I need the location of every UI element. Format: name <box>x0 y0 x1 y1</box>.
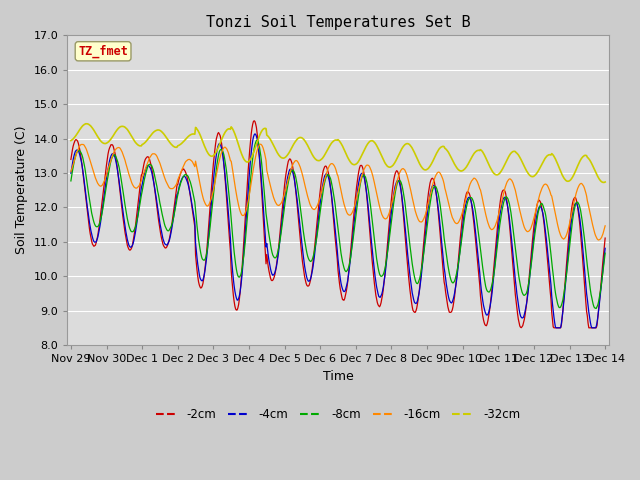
-8cm <box>253 137 261 143</box>
-8cm <box>207 215 215 220</box>
-16cm <box>330 163 338 169</box>
-4cm <box>67 170 75 176</box>
-32cm <box>435 146 443 152</box>
-4cm <box>552 325 560 331</box>
-8cm <box>435 195 443 201</box>
-8cm <box>383 258 390 264</box>
-8cm <box>330 196 338 202</box>
-2cm <box>383 256 390 262</box>
-16cm <box>602 223 609 228</box>
-2cm <box>435 217 443 223</box>
-16cm <box>383 216 390 221</box>
-32cm <box>383 162 390 168</box>
-4cm <box>383 261 390 267</box>
-4cm <box>184 181 192 187</box>
-4cm <box>330 218 338 224</box>
-4cm <box>554 325 561 331</box>
-2cm <box>554 325 561 331</box>
-16cm <box>553 219 561 225</box>
Line: -2cm: -2cm <box>71 121 605 328</box>
Title: Tonzi Soil Temperatures Set B: Tonzi Soil Temperatures Set B <box>205 15 470 30</box>
-16cm <box>257 142 265 147</box>
-2cm <box>330 225 338 231</box>
-2cm <box>207 190 215 195</box>
Text: TZ_fmet: TZ_fmet <box>78 45 128 58</box>
-32cm <box>553 159 561 165</box>
-32cm <box>82 121 90 127</box>
-2cm <box>550 325 558 331</box>
-16cm <box>595 237 602 243</box>
-32cm <box>208 153 216 159</box>
-16cm <box>184 156 192 162</box>
Legend: -2cm, -4cm, -8cm, -16cm, -32cm: -2cm, -4cm, -8cm, -16cm, -32cm <box>151 404 525 426</box>
Line: -4cm: -4cm <box>71 134 605 328</box>
-4cm <box>602 245 609 251</box>
X-axis label: Time: Time <box>323 370 353 383</box>
-4cm <box>251 131 259 137</box>
-16cm <box>207 196 215 202</box>
-8cm <box>67 178 75 184</box>
-2cm <box>67 156 75 162</box>
-32cm <box>600 180 607 185</box>
-2cm <box>250 118 258 124</box>
-32cm <box>602 179 609 185</box>
Y-axis label: Soil Temperature (C): Soil Temperature (C) <box>15 126 28 254</box>
-16cm <box>435 169 443 175</box>
-8cm <box>553 298 561 303</box>
-4cm <box>207 204 215 209</box>
-2cm <box>602 235 609 241</box>
-32cm <box>330 138 338 144</box>
-4cm <box>435 211 443 217</box>
-32cm <box>67 138 75 144</box>
-2cm <box>184 180 192 185</box>
-8cm <box>184 174 192 180</box>
-16cm <box>67 169 75 175</box>
Line: -8cm: -8cm <box>71 140 605 309</box>
Line: -16cm: -16cm <box>71 144 605 240</box>
Line: -32cm: -32cm <box>71 124 605 182</box>
-8cm <box>593 306 600 312</box>
-8cm <box>602 250 609 256</box>
-32cm <box>185 133 193 139</box>
